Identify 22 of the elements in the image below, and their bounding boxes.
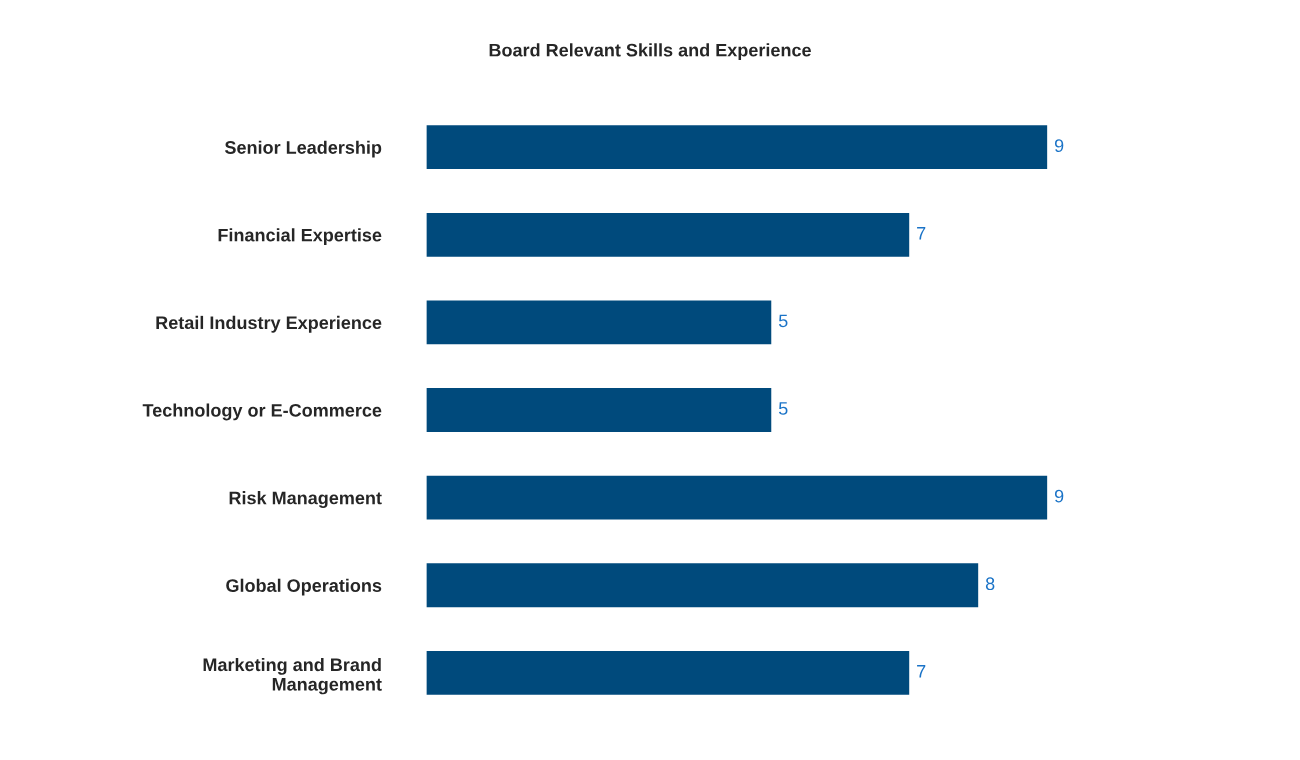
bar (426, 300, 772, 345)
bar (426, 212, 910, 257)
y-tick-label: Retail Industry Experience (156, 315, 382, 333)
chart-title: Board Relevant Skills and Experience (489, 43, 811, 61)
bar (426, 125, 1048, 170)
data-label: 5 (778, 402, 788, 415)
data-label: 8 (985, 577, 995, 591)
data-label: 7 (917, 665, 926, 678)
data-label: 7 (917, 227, 926, 240)
bar (426, 563, 979, 608)
y-tick-label: Technology or E-Commerce (142, 403, 382, 421)
bar (426, 388, 772, 432)
bar (426, 650, 910, 695)
y-tick-label: Risk Management (229, 491, 382, 508)
y-tick-label: Global Operations (226, 578, 382, 596)
data-label: 5 (778, 314, 788, 328)
y-tick-label: Financial Expertise (218, 228, 382, 246)
bar (426, 475, 1048, 520)
data-label: 9 (1054, 139, 1064, 153)
data-label: 9 (1054, 489, 1064, 503)
y-tick-label: Marketing and Brand Management (203, 657, 382, 695)
y-tick-label: Senior Leadership (224, 140, 382, 158)
